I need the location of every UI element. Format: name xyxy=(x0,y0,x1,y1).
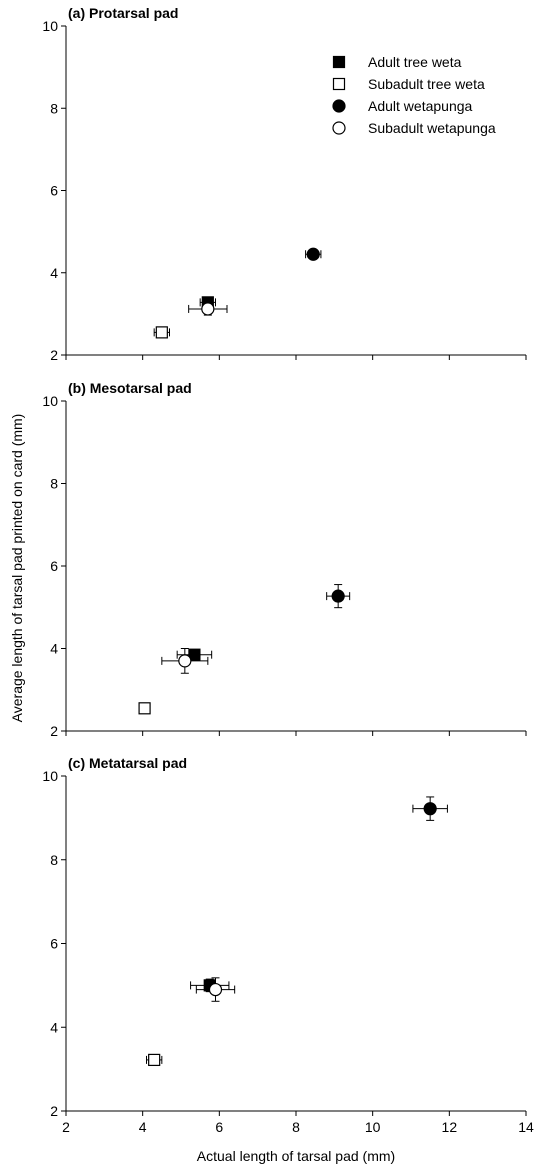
marker-circle-filled xyxy=(331,589,345,603)
panel-title: (c) Metatarsal pad xyxy=(68,755,187,771)
marker-square-open xyxy=(138,702,151,715)
legend-label: Subadult wetapunga xyxy=(368,120,496,136)
chart-panel-b: 2 4 6 8 10 (b) Mesotarsal pad xyxy=(42,380,527,739)
y-tick-label: 6 xyxy=(50,183,58,199)
y-axis-label: Average length of tarsal pad printed on … xyxy=(9,414,25,723)
x-tick-label: 14 xyxy=(518,1119,534,1135)
x-tick-label: 6 xyxy=(215,1119,223,1135)
x-tick-label: 12 xyxy=(442,1119,458,1135)
legend: Adult tree weta Subadult tree weta Adult w… xyxy=(332,54,496,136)
y-tick-label: 10 xyxy=(42,393,58,409)
y-tick-label: 10 xyxy=(42,18,58,34)
marker-square-open xyxy=(155,326,168,339)
x-tick-label: 4 xyxy=(139,1119,147,1135)
legend-marker-circle-open xyxy=(332,121,346,135)
data-point-circle-open xyxy=(195,977,236,1002)
legend-item: Adult tree weta xyxy=(332,54,462,70)
legend-marker-circle-filled xyxy=(332,99,346,113)
y-tick-label: 10 xyxy=(42,768,58,784)
legend-item: Subadult wetapunga xyxy=(332,120,496,136)
data-point-square-open xyxy=(138,702,151,715)
x-tick-label: 10 xyxy=(365,1119,381,1135)
data-point-circle-filled xyxy=(305,247,322,261)
y-tick-label: 2 xyxy=(50,347,58,363)
x-tick-label: 8 xyxy=(292,1119,300,1135)
y-tick-label: 2 xyxy=(50,1103,58,1119)
legend-item: Adult wetapunga xyxy=(332,98,473,114)
marker-circle-open xyxy=(208,982,223,997)
y-tick-label: 8 xyxy=(50,852,58,868)
marker-square-filled xyxy=(188,648,201,661)
y-tick-label: 4 xyxy=(50,1019,58,1035)
panel-title: (b) Mesotarsal pad xyxy=(68,380,192,396)
y-tick-label: 6 xyxy=(50,558,58,574)
legend-marker-square-open xyxy=(332,77,346,91)
legend-label: Adult tree weta xyxy=(368,54,462,70)
marker-circle-open xyxy=(201,302,215,316)
data-point-circle-filled xyxy=(412,796,448,821)
y-tick-label: 8 xyxy=(50,100,58,116)
y-tick-label: 2 xyxy=(50,723,58,739)
marker-circle-open xyxy=(178,654,192,668)
x-axis-label: Actual length of tarsal pad (mm) xyxy=(197,1148,395,1164)
y-tick-label: 6 xyxy=(50,936,58,952)
marker-square-open xyxy=(148,1053,161,1067)
y-tick-label: 8 xyxy=(50,476,58,492)
data-point-square-open xyxy=(153,326,170,339)
y-tick-label: 4 xyxy=(50,265,58,281)
chart-panel-c: 2 4 6 8 10 2 4 6 8 10 12 14 (c) Metatarsal pad xyxy=(42,755,534,1135)
x-tick-label: 2 xyxy=(62,1119,70,1135)
legend-item: Subadult tree weta xyxy=(332,76,485,92)
panel-title: (a) Protarsal pad xyxy=(68,5,178,21)
data-point-circle-open xyxy=(188,302,228,316)
legend-label: Adult wetapunga xyxy=(368,98,473,114)
data-point-circle-open xyxy=(161,648,209,674)
marker-circle-filled xyxy=(423,802,437,816)
data-point-circle-filled xyxy=(326,584,351,609)
data-point-square-open xyxy=(146,1053,163,1067)
y-tick-label: 4 xyxy=(50,641,58,657)
marker-circle-filled xyxy=(306,247,320,261)
legend-label: Subadult tree weta xyxy=(368,76,485,92)
chart-panel-a: 2 4 6 8 10 (a) Protarsal pad xyxy=(42,5,527,363)
legend-marker-square-filled xyxy=(332,55,346,69)
